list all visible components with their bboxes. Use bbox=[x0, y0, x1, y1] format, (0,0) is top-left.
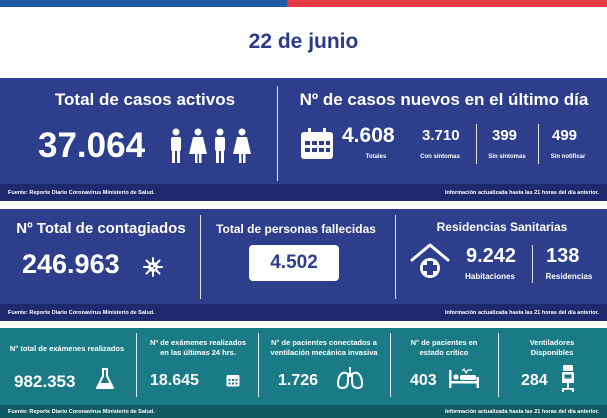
deaths-value: 4.502 bbox=[249, 245, 339, 281]
rooms-label: Habitaciones bbox=[465, 272, 515, 281]
ventilated-title-line1: N° de pacientes conectados a bbox=[271, 338, 377, 347]
source-note: Fuente: Reporte Diario Coronavirus Minis… bbox=[8, 189, 155, 196]
divider bbox=[258, 333, 259, 397]
source-note: Fuente: Reporte Diario Coronavirus Minis… bbox=[8, 309, 155, 316]
residences-title: Residencias Sanitarias bbox=[436, 220, 568, 234]
panel-footer: Fuente: Reporte Diario Coronavirus Minis… bbox=[0, 184, 607, 201]
panel-active-new-cases: Total de casos activos 37.064 Nº de caso… bbox=[0, 78, 607, 201]
asymptomatic-value: 399 bbox=[492, 127, 518, 144]
residences-count-value: 138 bbox=[546, 245, 580, 267]
critical-value: 403 bbox=[410, 372, 437, 389]
divider bbox=[395, 215, 396, 299]
ventilators-title-line2: Disponibles bbox=[530, 348, 574, 357]
virus-icon bbox=[143, 257, 163, 277]
ventilator-icon bbox=[561, 365, 575, 392]
active-cases-title: Total de casos activos bbox=[54, 90, 236, 109]
ventilators-value: 284 bbox=[521, 372, 548, 389]
symptomatic-value: 3.710 bbox=[422, 127, 460, 144]
panel-footer: Fuente: Reporte Diario Coronavirus Minis… bbox=[0, 304, 607, 321]
symptomatic-label: Con síntomas bbox=[420, 154, 460, 160]
calendar-icon bbox=[301, 128, 333, 159]
ventilators-title: Ventiladores Disponibles bbox=[500, 338, 604, 358]
ventilated-value: 1.726 bbox=[278, 372, 319, 389]
divider bbox=[277, 86, 278, 181]
divider bbox=[200, 215, 201, 299]
new-cases-total-value: 4.608 bbox=[342, 124, 395, 147]
ventilated-title: N° de pacientes conectados a ventilación… bbox=[260, 338, 388, 358]
divider bbox=[498, 333, 499, 397]
report-date: 22 de junio bbox=[248, 30, 359, 53]
exams-24h-title-line1: Nº de exámenes realizados bbox=[149, 338, 247, 347]
active-cases-value: 37.064 bbox=[38, 126, 146, 165]
critical-title-line2: estado crítico bbox=[419, 348, 469, 357]
top-color-bar bbox=[0, 0, 607, 7]
panel-exams: N° total de exámenes realizados 982.353 … bbox=[0, 328, 607, 418]
divider bbox=[476, 124, 477, 164]
lungs-icon bbox=[336, 367, 364, 389]
home-health-icon bbox=[410, 243, 450, 278]
total-infected-value: 246.963 bbox=[22, 249, 120, 279]
exams-24h-title-line2: en las últimas 24 hrs. bbox=[160, 348, 236, 357]
rooms-value: 9.242 bbox=[466, 245, 517, 267]
ventilated-title-line2: ventilación mecánica invasiva bbox=[270, 348, 378, 357]
total-infected-title: Nº Total de contagiados bbox=[16, 220, 186, 237]
update-note: Información actualizada hasta las 21 hor… bbox=[444, 309, 599, 316]
asymptomatic-label: Sin síntomas bbox=[488, 154, 526, 160]
update-note: Información actualizada hasta las 21 hor… bbox=[444, 408, 599, 415]
divider bbox=[532, 245, 533, 283]
panel-footer: Fuente: Reporte Diario Coronavirus Minis… bbox=[0, 405, 607, 418]
calendar-small-icon bbox=[226, 375, 240, 387]
divider bbox=[390, 333, 391, 397]
exams-24h-title: Nº de exámenes realizados en las últimas… bbox=[138, 338, 258, 358]
people-icon bbox=[171, 128, 251, 163]
unreported-label: Sin notificar bbox=[550, 154, 586, 160]
exams-total-title: N° total de exámenes realizados bbox=[9, 344, 125, 353]
ventilators-title-line1: Ventiladores bbox=[529, 338, 575, 347]
panel-totals: Nº Total de contagiados 246.963 Total de… bbox=[0, 209, 607, 321]
flask-icon bbox=[96, 368, 114, 389]
critical-title-line1: N° de pacientes en bbox=[410, 338, 478, 347]
divider bbox=[538, 124, 539, 164]
residences-count-label: Residencias bbox=[545, 272, 593, 281]
exams-24h-value: 18.645 bbox=[150, 372, 199, 389]
exams-total-value: 982.353 bbox=[14, 372, 76, 391]
critical-title: N° de pacientes en estado crítico bbox=[392, 338, 496, 358]
deaths-title: Total de personas fallecidas bbox=[216, 222, 376, 236]
divider bbox=[136, 333, 137, 397]
new-cases-title: Nº de casos nuevos en el último día bbox=[299, 90, 589, 109]
source-note: Fuente: Reporte Diario Coronavirus Minis… bbox=[8, 408, 155, 415]
unreported-value: 499 bbox=[552, 127, 578, 144]
top-bar-red bbox=[287, 0, 607, 7]
new-cases-total-label: Totales bbox=[365, 154, 387, 160]
top-bar-blue bbox=[0, 0, 287, 7]
update-note: Información actualizada hasta las 21 hor… bbox=[444, 189, 599, 196]
hospital-bed-icon bbox=[449, 368, 479, 388]
